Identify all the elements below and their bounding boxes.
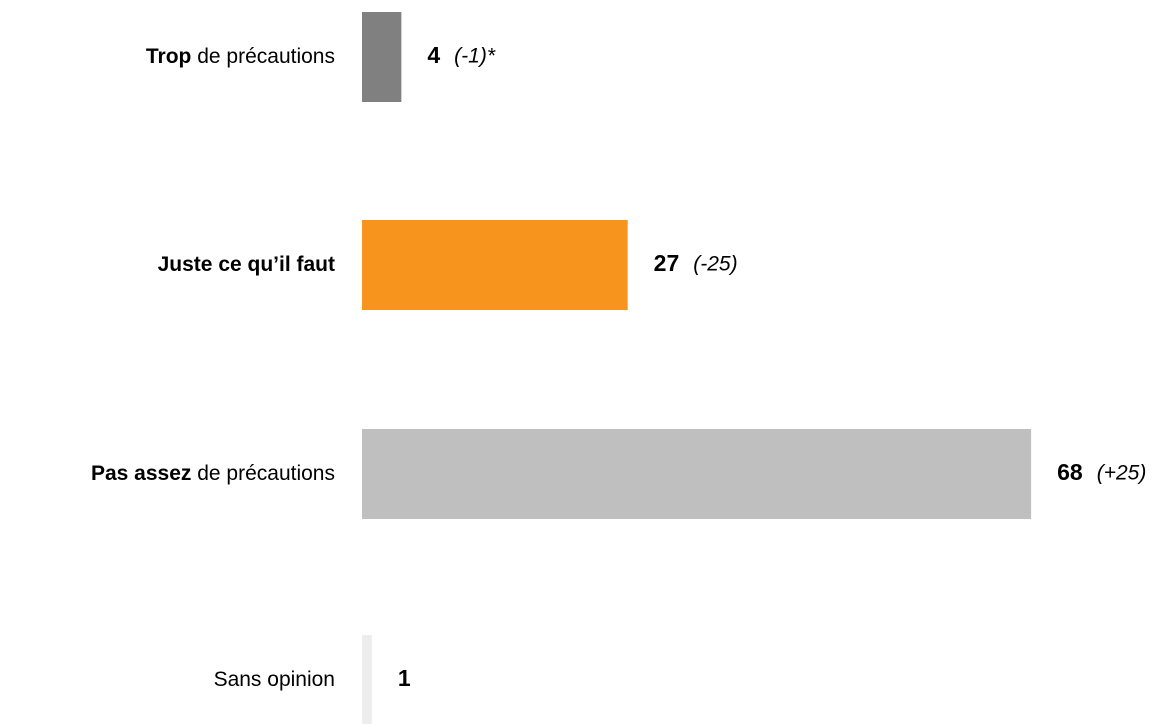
value-label: 68: [1057, 459, 1083, 485]
category-label-part: Trop: [146, 45, 192, 68]
category-label-part: de précautions: [191, 462, 335, 485]
category-label-part: Sans opinion: [214, 668, 335, 691]
category-label-part: Juste ce qu’il faut: [158, 253, 335, 276]
bar: [362, 220, 628, 310]
category-label: Pas assez de précautions: [91, 462, 335, 485]
value-label: 4: [427, 42, 440, 68]
change-label: (-25): [693, 253, 737, 276]
bar: [362, 635, 372, 724]
change-label: (+25): [1097, 462, 1147, 485]
bar: [362, 429, 1032, 519]
category-label-part: Pas assez: [91, 462, 191, 485]
category-label: Sans opinion: [214, 668, 335, 691]
category-label: Trop de précautions: [146, 45, 335, 68]
change-label: (-1)*: [454, 45, 496, 68]
bar: [362, 12, 402, 102]
value-label: 27: [654, 250, 680, 276]
category-label: Juste ce qu’il faut: [158, 253, 335, 276]
category-label-part: de précautions: [191, 45, 335, 68]
value-label: 1: [398, 665, 411, 691]
